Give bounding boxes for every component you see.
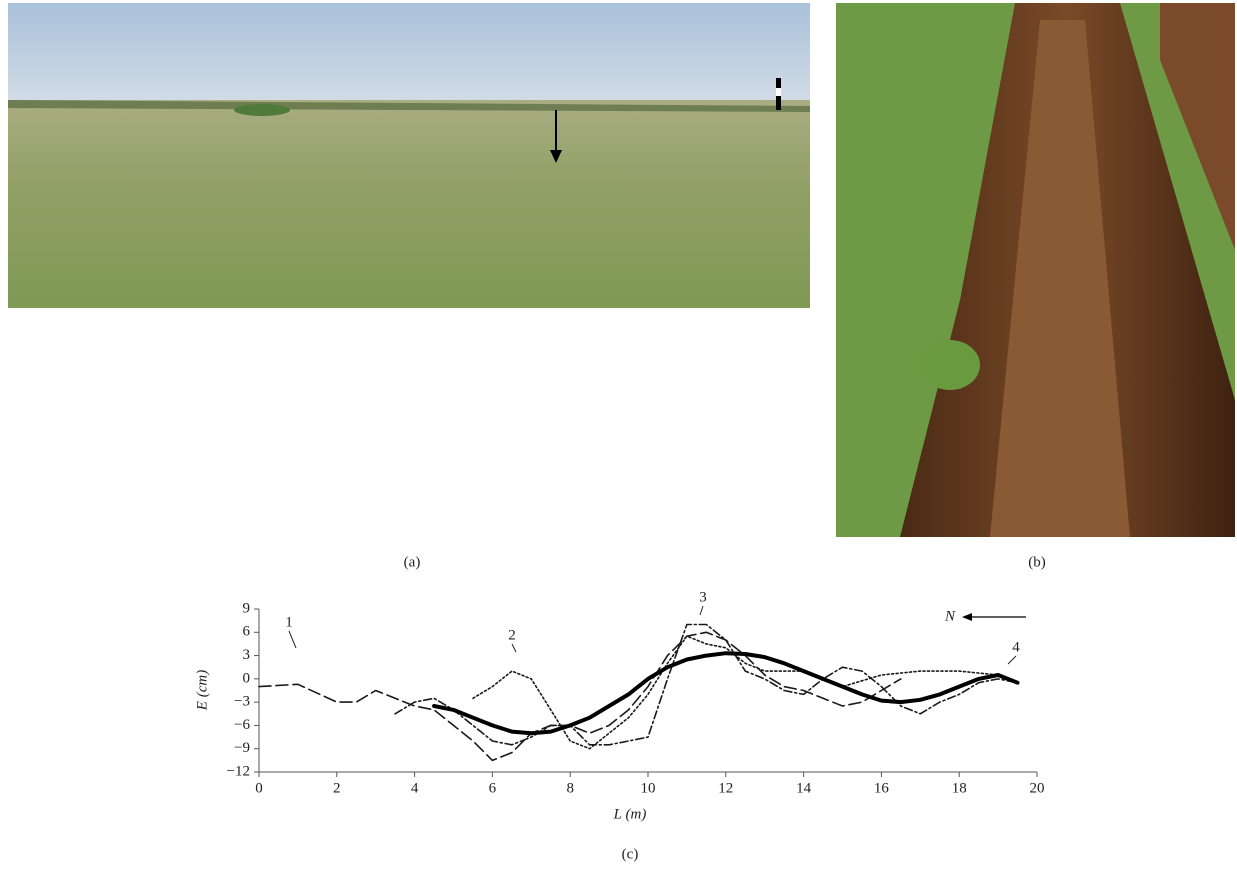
x-tick-label: 18 bbox=[952, 780, 967, 796]
series-label: 1 bbox=[285, 614, 293, 630]
label-leader bbox=[289, 631, 296, 648]
x-tick-label: 20 bbox=[1030, 780, 1045, 796]
x-tick-label: 8 bbox=[566, 780, 574, 796]
label-leader bbox=[1008, 656, 1016, 664]
x-tick-label: 14 bbox=[796, 780, 812, 796]
page: (a) (b) (c) L (m) E (cm) N 9 6 3 0 −3 −6 −9 −12… bbox=[0, 0, 1237, 879]
y-tick-label: −3 bbox=[234, 694, 250, 710]
x-tick-label: 4 bbox=[411, 780, 419, 796]
y-tick-label: 9 bbox=[243, 600, 251, 616]
photo-a bbox=[8, 3, 810, 308]
y-tick-label: 0 bbox=[243, 670, 251, 686]
x-tick-label: 10 bbox=[641, 780, 656, 796]
figure: (a) (b) (c) L (m) E (cm) N 9 6 3 0 −3 −6 −9 −12… bbox=[0, 0, 1237, 874]
x-tick-label: 12 bbox=[718, 780, 733, 796]
x-axis-label: L (m) bbox=[613, 806, 647, 822]
series-line bbox=[395, 625, 1017, 745]
x-tick-label: 6 bbox=[489, 780, 497, 796]
x-tick-label: 0 bbox=[255, 780, 263, 796]
x-tick-label: 16 bbox=[874, 780, 890, 796]
panel-label: (c) bbox=[622, 846, 639, 862]
label-leader bbox=[512, 644, 516, 652]
series-label: 4 bbox=[1012, 639, 1020, 655]
series-label: 3 bbox=[699, 589, 707, 605]
y-tick-label: 6 bbox=[243, 624, 251, 640]
y-tick-label: 3 bbox=[243, 647, 251, 663]
label-leader bbox=[700, 606, 703, 615]
north-label: N bbox=[944, 608, 956, 624]
photo-b bbox=[836, 3, 1235, 537]
y-tick-label: −12 bbox=[227, 763, 250, 779]
panel-label: (a) bbox=[404, 554, 421, 570]
panel-label: (b) bbox=[1028, 554, 1046, 570]
north-arrow bbox=[962, 613, 1026, 621]
y-tick-label: −9 bbox=[234, 740, 250, 756]
series-line bbox=[259, 632, 901, 760]
y-axis-label: E (cm) bbox=[194, 670, 210, 711]
x-tick-label: 2 bbox=[333, 780, 341, 796]
series-label: 2 bbox=[508, 627, 516, 643]
y-tick-label: −6 bbox=[234, 717, 250, 733]
series-line bbox=[434, 653, 1017, 733]
